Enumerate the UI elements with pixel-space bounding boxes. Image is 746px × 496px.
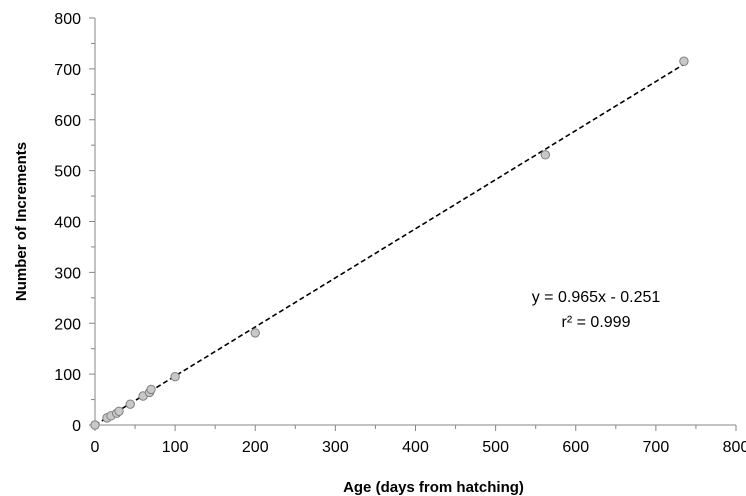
y-tick-label: 500 xyxy=(54,164,81,181)
y-tick-label: 300 xyxy=(54,265,81,282)
chart-axes: 0 100 200 300 400 500 600 700 800 0 100 200 300 400 50… xyxy=(54,11,746,456)
trendline xyxy=(94,63,685,426)
y-tick-label: 0 xyxy=(72,418,81,435)
data-point xyxy=(90,420,100,430)
data-point xyxy=(540,150,551,160)
x-axis-title: Age (days from hatching) xyxy=(343,479,524,496)
y-tick-label: 400 xyxy=(54,215,81,232)
data-point xyxy=(146,384,156,395)
y-tick-label: 800 xyxy=(54,11,81,28)
data-point xyxy=(250,328,260,338)
x-tick-label: 600 xyxy=(562,439,589,456)
x-tick-label: 500 xyxy=(482,439,509,456)
x-tick-label: 100 xyxy=(162,439,189,456)
x-tick-label: 800 xyxy=(723,439,746,456)
data-point xyxy=(125,399,135,409)
data-point xyxy=(114,406,124,416)
y-tick-label: 600 xyxy=(54,113,81,130)
trendline-layer xyxy=(94,63,685,426)
y-tick-label: 200 xyxy=(54,316,81,333)
y-axis-title: Number of Increments xyxy=(13,142,30,301)
data-point xyxy=(679,56,689,66)
x-tick-label: 0 xyxy=(91,439,100,456)
x-tick-label: 700 xyxy=(643,439,670,456)
trendline-equation: y = 0.965x - 0.251 xyxy=(532,289,661,306)
r-squared-label: r² = 0.999 xyxy=(562,314,631,331)
x-tick-label: 200 xyxy=(242,439,269,456)
x-tick-label: 300 xyxy=(322,439,349,456)
x-tick-label: 400 xyxy=(402,439,429,456)
y-tick-label: 100 xyxy=(54,367,81,384)
y-tick-label: 700 xyxy=(54,62,81,79)
data-points-layer xyxy=(90,56,689,430)
data-point xyxy=(170,371,180,382)
